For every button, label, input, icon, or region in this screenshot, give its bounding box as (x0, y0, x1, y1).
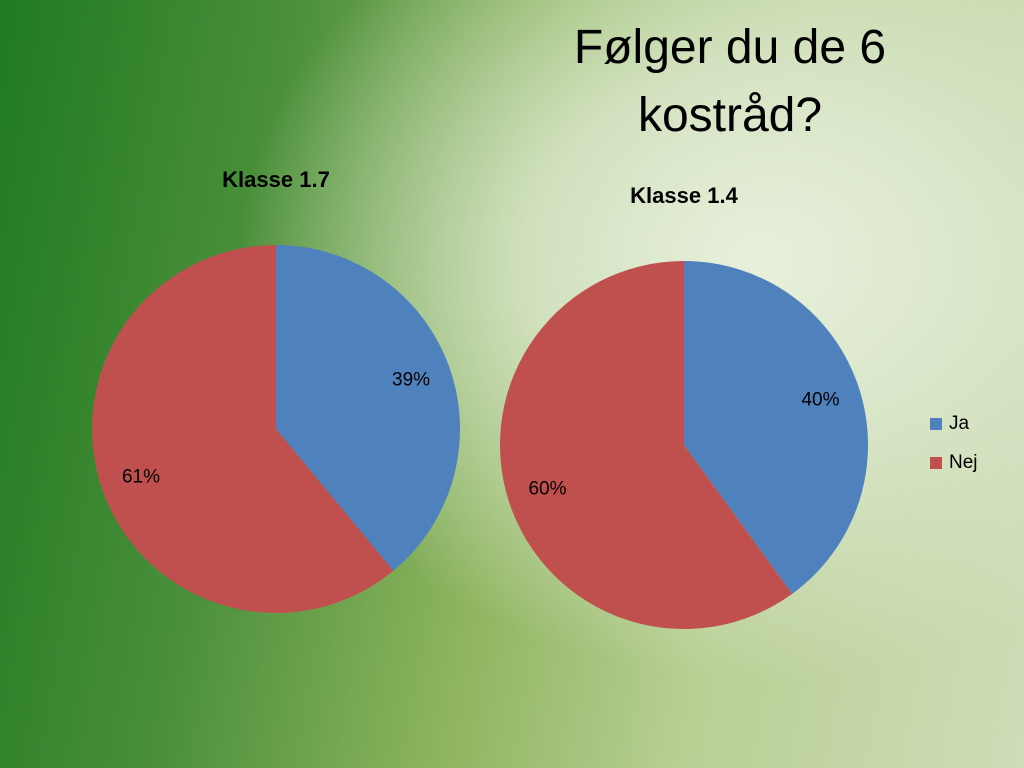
legend-label: Nej (949, 452, 978, 473)
pie-slice (500, 261, 793, 629)
data-label: 61% (122, 467, 160, 488)
pie-slice (91, 245, 394, 613)
chart-title: Klasse 1.4 (630, 183, 738, 208)
legend-swatch (930, 457, 942, 469)
slide-title: Følger du de 6 kostråd? (573, 21, 887, 142)
data-label: 40% (801, 390, 839, 411)
data-label: 39% (392, 369, 430, 390)
chart-title: Klasse 1.7 (222, 167, 330, 192)
legend-label: Ja (949, 413, 970, 434)
pie-slice (684, 261, 869, 594)
data-label: 60% (528, 478, 566, 499)
legend-swatch (930, 418, 942, 430)
pie-slice (276, 245, 460, 571)
